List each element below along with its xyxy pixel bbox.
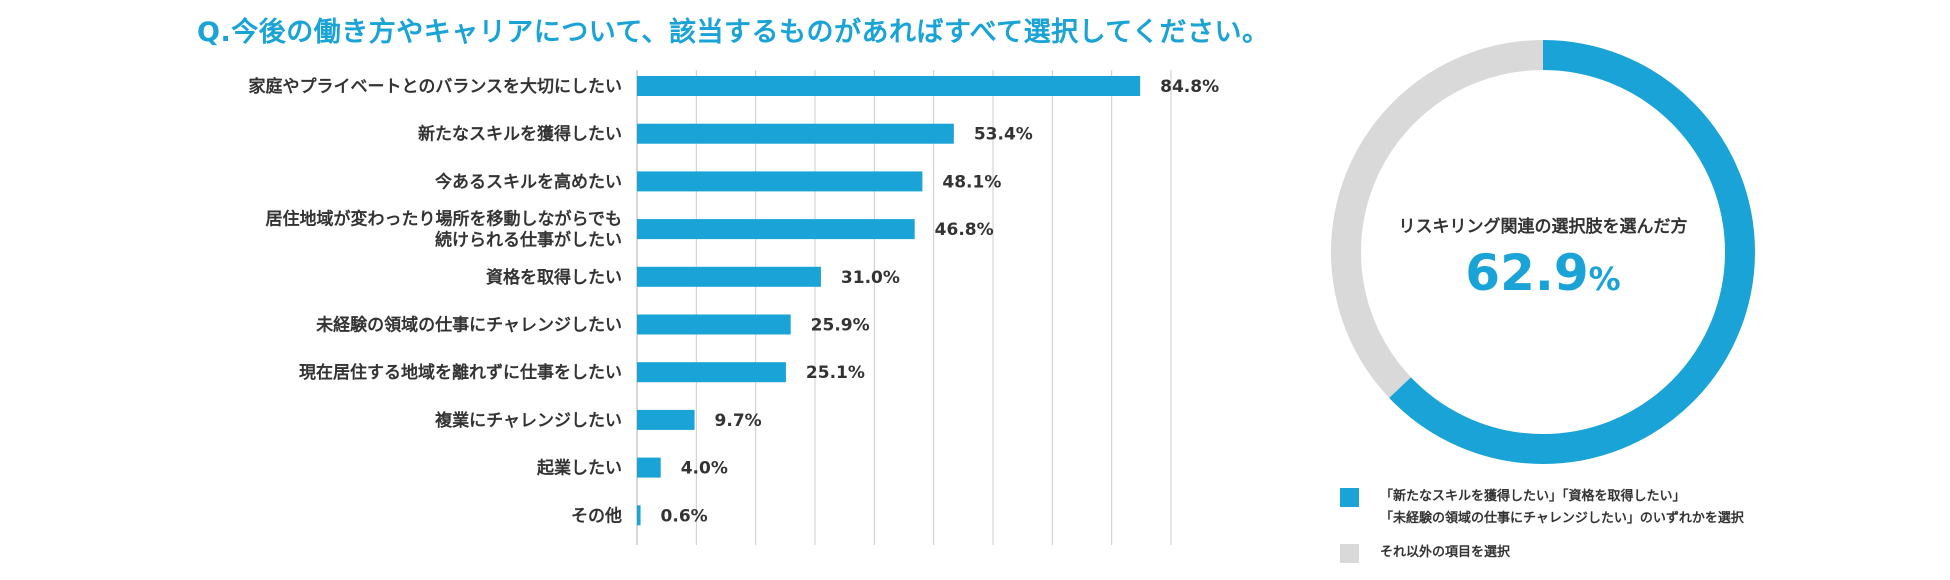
legend-swatch <box>1340 488 1359 507</box>
legend-swatch <box>1340 544 1359 563</box>
value-label: 25.9% <box>811 316 870 336</box>
bar <box>637 505 641 526</box>
category-label: その他 <box>571 505 622 526</box>
value-label: 46.8% <box>935 220 994 240</box>
legend-text: それ以外の項目を選択 <box>1380 545 1511 560</box>
value-label: 9.7% <box>715 411 762 431</box>
legend-text: 「未経験の領域の仕事にチャレンジしたい」のいずれかを選択 <box>1380 511 1744 526</box>
bar <box>637 123 954 144</box>
donut-slice <box>1331 40 1755 464</box>
legend-item: 「新たなスキルを獲得したい」「資格を取得したい」「未経験の領域の仕事にチャレンジ… <box>1340 486 1940 530</box>
value-label: 25.1% <box>806 363 865 383</box>
legend-text: 「新たなスキルを獲得したい」「資格を取得したい」 <box>1380 489 1686 504</box>
legend-item: それ以外の項目を選択 <box>1340 542 1940 564</box>
category-label: 起業したい <box>536 458 622 479</box>
category-label: 居住地域が変わったり場所を移動しながらでも <box>266 209 623 230</box>
category-label: 家庭やプライベートとのバランスを大切にしたい <box>249 76 623 97</box>
category-label: 続けられる仕事がしたい <box>435 230 622 251</box>
category-label: 今あるスキルを高めたい <box>435 171 622 192</box>
donut-percentage: 62.9% <box>1465 244 1620 302</box>
bar <box>637 266 821 287</box>
bar <box>637 219 915 240</box>
value-label: 0.6% <box>661 506 708 526</box>
category-label: 未経験の領域の仕事にチャレンジしたい <box>315 315 622 336</box>
category-label: 新たなスキルを獲得したい <box>418 124 622 145</box>
category-label: 資格を取得したい <box>486 267 622 288</box>
donut-legend: 「新たなスキルを獲得したい」「資格を取得したい」「未経験の領域の仕事にチャレンジ… <box>1340 486 1940 578</box>
bar-chart: 84.8% 家庭やプライベートとのバランスを大切にしたい 53.4% 新たなスキルを獲… <box>249 70 1219 545</box>
bar <box>637 314 791 335</box>
value-label: 84.8% <box>1160 77 1219 97</box>
value-label: 53.4% <box>974 125 1033 145</box>
value-label: 48.1% <box>942 172 1001 192</box>
bar <box>637 76 1141 96</box>
page-title: Q.今後の働き方やキャリアについて、該当するものがあればすべて選択してください。 <box>197 17 1270 48</box>
donut-caption: リスキリング関連の選択肢を選んだ方 <box>1399 216 1688 237</box>
bar <box>637 457 661 478</box>
category-label: 現在居住する地域を離れずに仕事をしたい <box>299 362 622 383</box>
donut-percentage-unit: % <box>1589 260 1621 298</box>
bar <box>637 171 923 192</box>
donut-slice <box>1331 40 1755 464</box>
bar <box>637 409 695 430</box>
bar <box>637 362 786 383</box>
value-label: 31.0% <box>841 268 900 288</box>
value-label: 4.0% <box>681 459 728 479</box>
category-label: 複業にチャレンジしたい <box>434 410 622 431</box>
donut-ring <box>1331 40 1755 464</box>
